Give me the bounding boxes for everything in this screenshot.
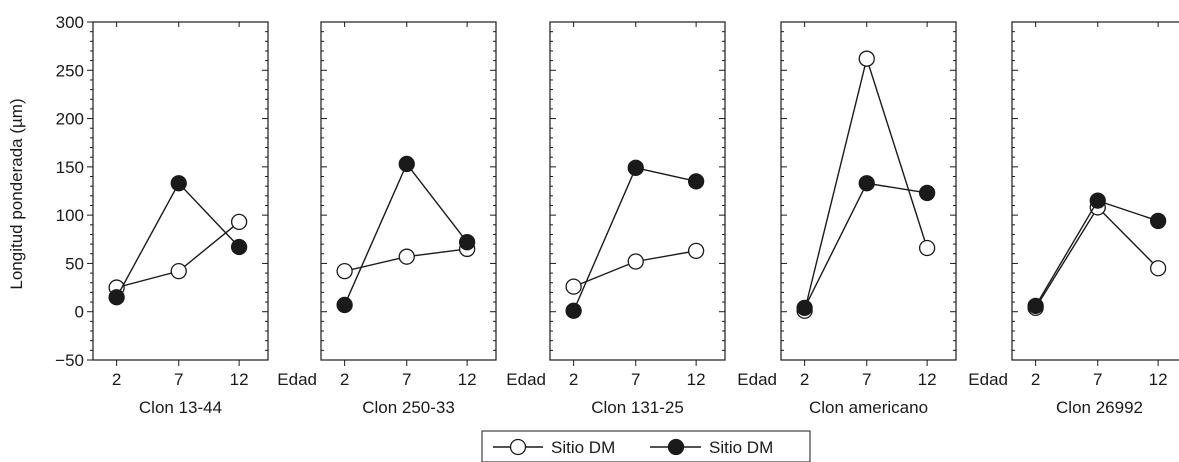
data-point-open [627, 253, 644, 270]
data-point-filled [398, 155, 415, 173]
y-tick-label: 100 [56, 206, 84, 225]
x-tick-label: 2 [800, 370, 809, 389]
data-point-filled [918, 184, 936, 202]
data-point-filled [458, 234, 476, 251]
x-tick-label: 7 [631, 370, 640, 389]
x-tick-label: 2 [340, 370, 349, 389]
data-point-filled [858, 175, 875, 192]
x-axis-word: Edad [737, 370, 777, 389]
panel-title: Clon 13-44 [139, 398, 222, 417]
data-point-filled [1149, 212, 1167, 230]
panel-4: 2 7 12 Clon americano Edad [737, 21, 957, 417]
plot-frame [549, 21, 726, 361]
plot-frame [1011, 21, 1179, 361]
x-tick-label: 7 [862, 370, 871, 389]
x-tick-label: 7 [174, 370, 183, 389]
data-point-filled [627, 159, 644, 176]
panel-title: Clon 250-33 [362, 398, 455, 417]
series-line-filled [1035, 199, 1159, 307]
x-tick-label: 12 [918, 370, 937, 389]
series-line-filled [803, 182, 928, 309]
data-point-open [565, 278, 582, 295]
series-line-filled [572, 167, 697, 312]
panel-5: 2 7 12 Clon 26992 Edad [968, 21, 1179, 417]
y-tick-label: 250 [56, 61, 84, 80]
plot-frame [92, 21, 269, 361]
plot-frame [320, 21, 497, 361]
panel-1: −50 0 50 100 150 200 250 300 2 7 12 Clon 13-44 [55, 13, 269, 417]
data-point-open [687, 242, 705, 260]
y-tick-label: 150 [56, 158, 84, 177]
y-tick-label: −50 [55, 351, 84, 370]
data-point-filled [336, 296, 353, 314]
data-point-filled [565, 302, 582, 319]
data-point-open [230, 213, 248, 231]
data-point-open [336, 263, 353, 280]
data-point-open [1149, 260, 1167, 277]
y-tick-label: 300 [56, 13, 84, 32]
x-tick-label: 2 [1031, 370, 1040, 389]
data-point-open [170, 263, 187, 280]
x-tick-label: 12 [458, 370, 477, 389]
panel-title: Clon 131-25 [591, 398, 684, 417]
y-tick-label: 50 [65, 254, 84, 273]
panel-title: Clon 26992 [1056, 398, 1143, 417]
y-tick-label: 0 [75, 303, 84, 322]
legend-marker-filled [667, 438, 685, 456]
x-axis-word: Edad [277, 370, 317, 389]
x-tick-label: 2 [112, 370, 121, 389]
plot-frame [780, 21, 957, 361]
legend: Sitio DM Sitio DM [481, 430, 811, 462]
legend-marker-open [509, 438, 527, 456]
x-tick-label: 12 [1149, 370, 1168, 389]
series-line-filled [343, 162, 468, 306]
x-tick-label: 7 [402, 370, 411, 389]
data-point-filled [108, 289, 125, 306]
x-axis-word: Edad [506, 370, 546, 389]
data-point-filled [796, 299, 813, 317]
data-point-filled [230, 238, 248, 256]
data-point-filled [1089, 192, 1106, 209]
y-tick-label: 200 [56, 110, 84, 129]
panel-title: Clon americano [809, 398, 928, 417]
y-axis-label: Longitud ponderada (µm) [7, 98, 26, 289]
data-point-filled [1027, 297, 1044, 315]
series-line-filled [116, 182, 240, 298]
data-point-open [398, 248, 415, 265]
data-point-filled [687, 173, 705, 190]
data-point-filled [170, 175, 187, 192]
legend-label: Sitio DM [709, 438, 773, 457]
legend-label: Sitio DM [551, 438, 615, 457]
x-axis-word: Edad [968, 370, 1008, 389]
x-tick-label: 7 [1093, 370, 1102, 389]
x-tick-label: 12 [687, 370, 706, 389]
series-line-open [1035, 206, 1159, 309]
x-tick-label: 12 [230, 370, 249, 389]
data-point-open [858, 50, 875, 67]
data-point-open [918, 239, 936, 257]
x-tick-label: 2 [569, 370, 578, 389]
